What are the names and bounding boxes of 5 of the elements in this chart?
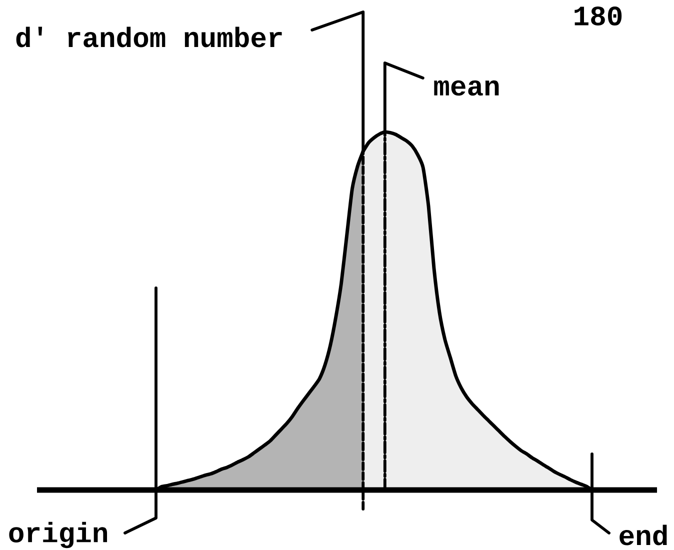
text: end xyxy=(620,524,667,546)
text: origin xyxy=(9,522,108,548)
text: mean xyxy=(434,80,499,96)
text: d' random number xyxy=(16,26,282,48)
text: 180 xyxy=(574,6,622,26)
